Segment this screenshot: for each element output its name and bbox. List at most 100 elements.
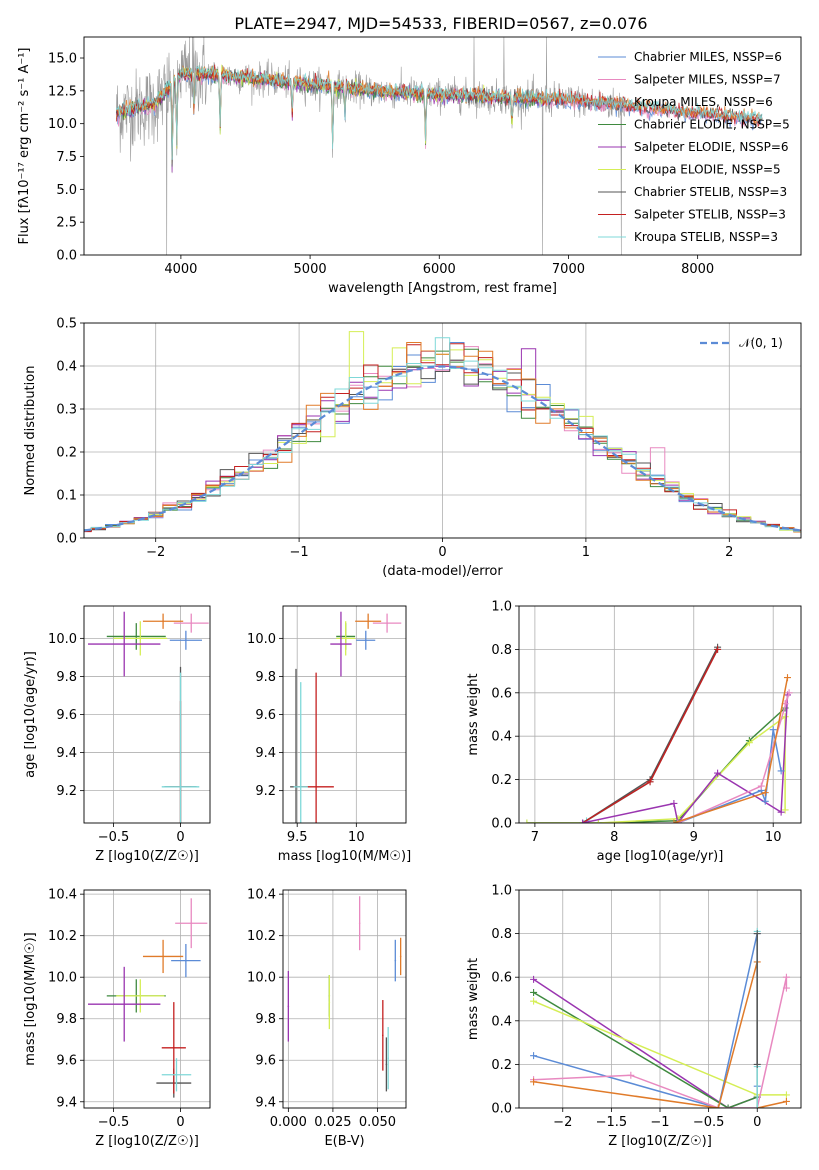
y-tick-label: 10.0	[247, 971, 276, 986]
y-axis-label: mass [log10(M/M☉)]	[23, 932, 38, 1065]
x-tick-label: 9.5	[287, 830, 308, 845]
legend-entry: Chabrier ELODIE, NSSP=5	[634, 118, 790, 132]
panel-mass-weight-vs-age: 7 8 9 10 0.0 0.2 0.4 0.6 0.8 1.0 age [log10(age/yr…	[466, 600, 802, 864]
legend-entry: Chabrier STELIB, NSSP=3	[634, 185, 787, 199]
panel-mass-weight-vs-Z: −2 −1.5 −1 −0.5 0 0.0 0.2 0.4 0.6 0.8 1.0 Z [log10(…	[466, 884, 802, 1149]
x-axis-label: Z [log10(Z/Z☉)]	[608, 1134, 712, 1149]
y-tick-label: 0.0	[491, 1102, 512, 1117]
y-tick-label: 7.5	[56, 150, 77, 165]
data-point	[185, 639, 187, 642]
axes-frame	[83, 889, 211, 1109]
axes-frame	[83, 36, 802, 256]
plot-area	[84, 890, 210, 1108]
x-tick-label: 0	[753, 1115, 761, 1130]
data-point	[387, 1057, 389, 1059]
y-tick-label: 9.8	[255, 1012, 276, 1027]
plot-area	[283, 890, 406, 1108]
plot-area	[84, 323, 801, 538]
y-tick-label: 0.8	[491, 643, 512, 658]
axes-frame	[83, 322, 802, 539]
data-point	[190, 922, 193, 925]
weight-line-chabrier-stelib	[582, 646, 719, 823]
data-point	[781, 713, 789, 721]
data-point	[714, 1104, 722, 1108]
x-tick-label: 5000	[294, 262, 327, 277]
x-tick-label: 8	[610, 830, 618, 845]
data-point	[782, 1091, 790, 1099]
data-point	[782, 973, 790, 981]
weight-line-salpeter-elodie	[582, 694, 789, 823]
data-point	[782, 984, 790, 992]
data-point	[344, 637, 347, 640]
y-tick-label: 9.6	[255, 1054, 276, 1069]
y-tick-label: 9.6	[56, 1054, 77, 1069]
y-axis-label: age [log10(age/yr)]	[23, 651, 38, 778]
data-point	[175, 1073, 178, 1076]
data-point	[399, 955, 402, 958]
plot-area	[519, 606, 801, 823]
y-tick-label: 9.8	[56, 670, 77, 685]
data-point	[724, 1104, 732, 1108]
data-point	[173, 1046, 175, 1049]
legend-entry: Kroupa STELIB, NSSP=3	[634, 230, 778, 244]
data-point	[340, 643, 342, 645]
data-point	[382, 1034, 384, 1037]
y-tick-label: 9.4	[255, 746, 276, 761]
data-point	[761, 789, 769, 797]
y-tick-label: 0.2	[56, 446, 77, 461]
y-tick-label: 0.1	[56, 489, 77, 504]
panel-age-vs-mass: 9.5 10 9.2 9.4 9.6 9.8 10.0 mass [log10(M/M☉)]	[247, 605, 411, 864]
data-point	[646, 778, 654, 786]
figure-title: PLATE=2947, MJD=54533, FIBERID=0567, z=0…	[234, 14, 647, 33]
data-point	[123, 1003, 126, 1005]
x-tick-label: 7000	[552, 262, 585, 277]
x-tick-label: 4000	[164, 262, 197, 277]
axes-frame	[518, 605, 802, 824]
x-tick-label: 0.050	[359, 1115, 396, 1130]
plot-area	[283, 606, 406, 823]
x-tick-label: −0.5	[98, 1115, 130, 1130]
x-axis-label: Z [log10(Z/Z☉)]	[95, 849, 199, 864]
histogram-chabrier-stelib	[84, 359, 801, 532]
y-tick-label: 0.4	[56, 360, 77, 375]
y-tick-label: 9.4	[56, 746, 77, 761]
x-tick-label: 0	[176, 830, 184, 845]
data-point	[135, 635, 138, 638]
panel-age-vs-Z: −0.5 0 9.2 9.4 9.6 9.8 10.0 Z [log10(Z/Z☉)] age …	[23, 605, 211, 864]
y-tick-label: 9.6	[56, 708, 77, 723]
data-point	[386, 622, 388, 624]
data-point	[714, 645, 722, 653]
y-tick-label: 2.5	[56, 216, 77, 231]
data-point	[367, 620, 369, 623]
y-tick-label: 10.0	[48, 971, 77, 986]
panel-mass-vs-Z: −0.5 0 9.4 9.6 9.8 10.0 10.2 10.4 Z [log10(Z/Z☉)…	[23, 888, 211, 1149]
y-tick-label: 5.0	[56, 183, 77, 198]
data-point	[190, 622, 193, 624]
y-tick-label: 10.2	[48, 929, 77, 944]
x-tick-label: 1	[582, 545, 590, 560]
data-point	[594, 819, 602, 823]
panel-mass-vs-EBV: 0.000 0.025 0.050 9.4 9.6 9.8 10.0 10.2 10.4 E(B-…	[247, 888, 407, 1149]
data-point	[315, 786, 317, 788]
data-point	[530, 988, 538, 996]
weight-line-chabrier-elodie	[533, 991, 758, 1108]
y-tick-label: 1.0	[491, 884, 512, 899]
data-point	[185, 959, 187, 962]
data-point	[769, 726, 777, 734]
legend-entry: Salpeter MILES, NSSP=7	[634, 73, 781, 87]
axes-frame	[282, 605, 407, 824]
data-point	[530, 1078, 538, 1086]
x-axis-label: age [log10(age/yr)]	[597, 849, 724, 864]
x-tick-label: −1	[290, 545, 309, 560]
x-tick-label: 2	[725, 545, 733, 560]
data-point	[777, 767, 785, 775]
plot-area	[519, 890, 801, 1108]
x-tick-label: 0	[176, 1115, 184, 1130]
panel-spectrum: 4000 5000 6000 7000 8000 0.0 2.5 5.0 7.5 10.0 12.5…	[17, 36, 802, 296]
axes-frame	[518, 889, 802, 1109]
y-tick-label: 10.0	[247, 632, 276, 647]
y-tick-label: 10.0	[48, 117, 77, 132]
weight-line-chabrier-elodie	[526, 707, 786, 823]
data-point	[670, 799, 678, 807]
legend-entry: Kroupa MILES, NSSP=6	[634, 95, 773, 109]
